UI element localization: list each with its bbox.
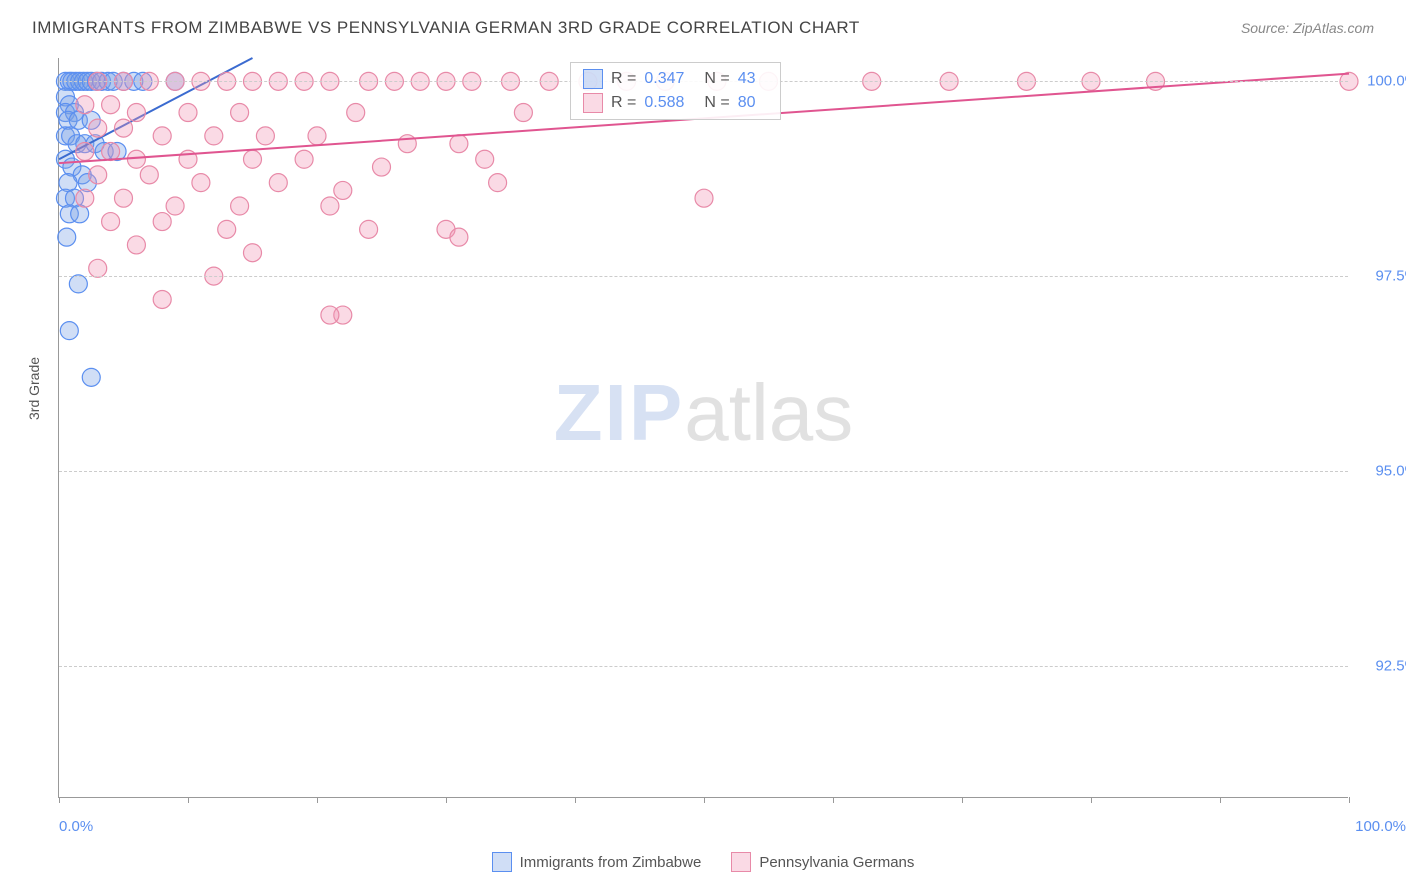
data-point — [450, 135, 468, 153]
x-tick — [704, 797, 705, 803]
data-point — [89, 166, 107, 184]
data-point — [58, 228, 76, 246]
correlation-legend-row: R = 0.588 N = 80 — [583, 93, 768, 113]
y-tick-label: 100.0% — [1367, 73, 1406, 90]
data-point — [308, 127, 326, 145]
data-point — [347, 104, 365, 122]
data-point — [295, 150, 313, 168]
data-point — [244, 244, 262, 262]
data-point — [256, 127, 274, 145]
data-point — [489, 174, 507, 192]
gridline — [59, 471, 1348, 472]
y-tick-label: 97.5% — [1375, 268, 1406, 285]
data-point — [153, 213, 171, 231]
data-point — [514, 104, 532, 122]
data-point — [231, 104, 249, 122]
gridline — [59, 276, 1348, 277]
title-bar: IMMIGRANTS FROM ZIMBABWE VS PENNSYLVANIA… — [32, 18, 1374, 38]
x-axis-min-label: 0.0% — [59, 818, 93, 835]
n-value: 80 — [738, 94, 756, 112]
legend-swatch — [583, 93, 603, 113]
x-tick — [188, 797, 189, 803]
series-legend-item: Immigrants from Zimbabwe — [492, 852, 702, 872]
data-point — [695, 189, 713, 207]
data-point — [269, 174, 287, 192]
data-point — [398, 135, 416, 153]
x-axis-max-label: 100.0% — [1355, 818, 1406, 835]
y-axis-title: 3rd Grade — [26, 357, 42, 420]
x-tick — [317, 797, 318, 803]
r-label: R = — [611, 70, 636, 88]
n-label: N = — [704, 70, 729, 88]
series-legend: Immigrants from Zimbabwe Pennsylvania Ger… — [0, 852, 1406, 872]
data-point — [140, 166, 158, 184]
legend-swatch — [731, 852, 751, 872]
data-point — [102, 96, 120, 114]
series-legend-item: Pennsylvania Germans — [731, 852, 914, 872]
data-point — [476, 150, 494, 168]
data-point — [373, 158, 391, 176]
data-point — [76, 142, 94, 160]
chart-title: IMMIGRANTS FROM ZIMBABWE VS PENNSYLVANIA… — [32, 18, 860, 38]
series-name: Pennsylvania Germans — [759, 854, 914, 871]
n-label: N = — [704, 94, 729, 112]
data-point — [334, 181, 352, 199]
data-point — [82, 368, 100, 386]
x-tick — [833, 797, 834, 803]
data-point — [450, 228, 468, 246]
data-point — [127, 150, 145, 168]
x-tick — [962, 797, 963, 803]
scatter-plot — [59, 58, 1348, 797]
data-point — [166, 197, 184, 215]
x-tick — [1220, 797, 1221, 803]
x-tick — [1091, 797, 1092, 803]
x-tick — [575, 797, 576, 803]
data-point — [89, 119, 107, 137]
y-tick-label: 92.5% — [1375, 657, 1406, 674]
data-point — [89, 259, 107, 277]
x-tick — [1349, 797, 1350, 803]
data-point — [127, 236, 145, 254]
data-point — [153, 127, 171, 145]
data-point — [115, 189, 133, 207]
data-point — [205, 127, 223, 145]
data-point — [231, 197, 249, 215]
data-point — [179, 104, 197, 122]
legend-swatch — [583, 69, 603, 89]
data-point — [69, 275, 87, 293]
data-point — [321, 197, 339, 215]
data-point — [244, 150, 262, 168]
series-name: Immigrants from Zimbabwe — [520, 854, 702, 871]
data-point — [192, 174, 210, 192]
data-point — [102, 142, 120, 160]
data-point — [102, 213, 120, 231]
r-label: R = — [611, 94, 636, 112]
data-point — [60, 322, 78, 340]
data-point — [76, 189, 94, 207]
gridline — [59, 666, 1348, 667]
data-point — [153, 290, 171, 308]
n-value: 43 — [738, 70, 756, 88]
plot-area: ZIPatlas 0.0% 100.0% 92.5%95.0%97.5%100.… — [58, 58, 1348, 798]
correlation-legend: R = 0.347 N = 43 R = 0.588 N = 80 — [570, 62, 781, 120]
data-point — [360, 220, 378, 238]
r-value: 0.588 — [644, 94, 684, 112]
legend-swatch — [492, 852, 512, 872]
data-point — [218, 220, 236, 238]
data-point — [321, 306, 339, 324]
correlation-legend-row: R = 0.347 N = 43 — [583, 69, 768, 89]
source-label: Source: ZipAtlas.com — [1241, 20, 1374, 36]
x-tick — [446, 797, 447, 803]
x-tick — [59, 797, 60, 803]
y-tick-label: 95.0% — [1375, 462, 1406, 479]
data-point — [127, 104, 145, 122]
data-point — [76, 96, 94, 114]
r-value: 0.347 — [644, 70, 684, 88]
data-point — [115, 119, 133, 137]
